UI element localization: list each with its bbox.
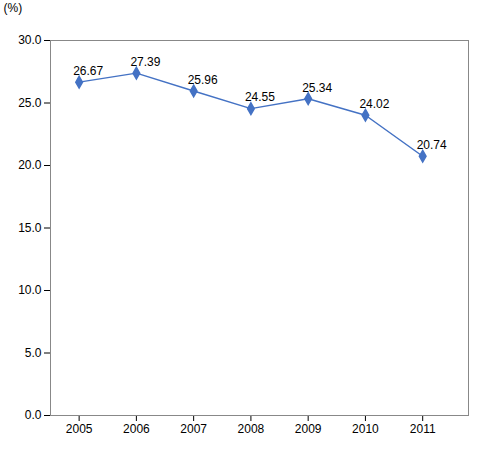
svg-text:2005: 2005 (66, 422, 93, 436)
svg-text:24.55: 24.55 (245, 90, 275, 104)
svg-text:25.34: 25.34 (302, 81, 332, 95)
svg-text:24.02: 24.02 (359, 97, 389, 111)
svg-text:25.0: 25.0 (18, 96, 42, 110)
svg-text:30.0: 30.0 (18, 33, 42, 47)
svg-text:20.0: 20.0 (18, 158, 42, 172)
svg-text:26.67: 26.67 (73, 64, 103, 78)
svg-text:15.0: 15.0 (18, 221, 42, 235)
svg-text:2008: 2008 (238, 422, 265, 436)
svg-text:0.0: 0.0 (25, 408, 42, 422)
svg-text:2010: 2010 (352, 422, 379, 436)
svg-text:10.0: 10.0 (18, 283, 42, 297)
svg-text:2007: 2007 (180, 422, 207, 436)
svg-text:25.96: 25.96 (188, 73, 218, 87)
svg-text:2006: 2006 (123, 422, 150, 436)
svg-text:20.74: 20.74 (417, 138, 447, 152)
svg-text:5.0: 5.0 (25, 346, 42, 360)
svg-text:2009: 2009 (295, 422, 322, 436)
svg-text:2011: 2011 (410, 422, 436, 436)
svg-text:27.39: 27.39 (130, 55, 160, 69)
svg-text:(%): (%) (4, 1, 23, 15)
